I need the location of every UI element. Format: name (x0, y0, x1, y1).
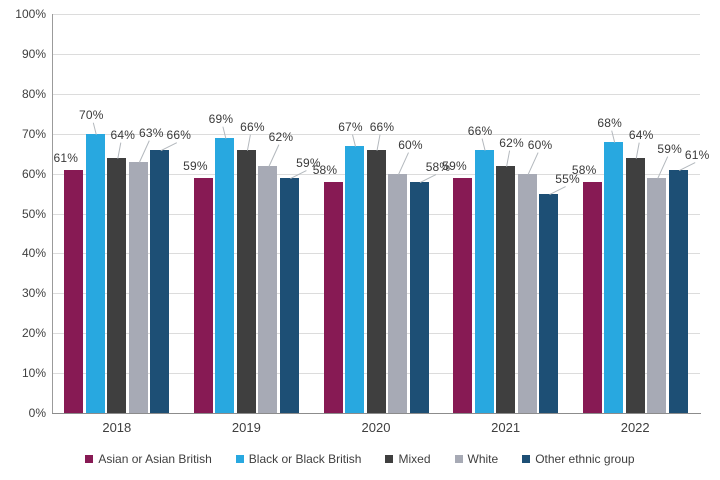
bar-2022-other-ethnic-group (668, 169, 688, 413)
bar-value-label: 66% (240, 119, 265, 134)
bar-2020-black-or-black-british (345, 145, 364, 413)
bar-value-label: 59% (183, 158, 208, 173)
bar-value-label: 62% (268, 129, 294, 144)
bar-2018-other-ethnic-group (150, 149, 170, 413)
gridline-80 (52, 93, 700, 95)
bar-2018-black-or-black-british (85, 133, 105, 413)
bar-2018-white (128, 161, 148, 413)
bar-value-label: 59% (442, 158, 467, 173)
legend-label: Other ethnic group (535, 452, 635, 466)
x-axis-line (52, 413, 701, 414)
bar-value-label: 63% (138, 125, 164, 140)
bar-2019-other-ethnic-group (279, 177, 299, 413)
bar-value-label: 60% (527, 137, 553, 152)
bar-2022-asian-or-asian-british (582, 181, 602, 413)
bar-2019-black-or-black-british (215, 137, 235, 413)
bar-2019-white (258, 165, 278, 413)
bar-value-label: 69% (208, 111, 234, 126)
bar-2019-mixed (236, 149, 256, 413)
bar-2020-other-ethnic-group (409, 181, 429, 413)
y-tick-label: 50% (21, 206, 46, 221)
bar-value-label: 66% (467, 123, 493, 138)
y-tick-label: 90% (21, 46, 46, 61)
bar-2021-other-ethnic-group (539, 193, 559, 413)
y-tick-label: 10% (21, 366, 46, 381)
bar-value-label: 68% (597, 115, 622, 130)
legend-item-mixed: Mixed (385, 452, 431, 466)
y-tick-label: 100% (15, 7, 46, 21)
bar-value-label: 55% (555, 171, 580, 186)
bar-2021-asian-or-asian-british (453, 177, 473, 413)
gridline-100 (52, 14, 700, 15)
legend-swatch (385, 455, 394, 463)
bar-value-label: 64% (628, 127, 654, 142)
legend-swatch (235, 455, 244, 463)
bar-2022-black-or-black-british (604, 141, 624, 413)
bar-2022-white (647, 177, 667, 413)
y-tick-label: 40% (21, 246, 46, 261)
x-tick-label-2020: 2020 (361, 420, 391, 435)
y-tick-label: 0% (28, 406, 46, 420)
legend-swatch (522, 455, 531, 463)
legend-item-asian-or-asian-british: Asian or Asian British (85, 452, 212, 466)
bar-2021-black-or-black-british (474, 149, 494, 413)
y-axis-line (52, 14, 53, 414)
bar-2022-mixed (625, 157, 645, 413)
bar-2021-mixed (496, 165, 516, 413)
legend-item-black-or-black-british: Black or Black British (235, 452, 362, 466)
bar-2021-white (517, 173, 537, 413)
bar-value-label: 66% (369, 119, 395, 134)
gridline-90 (52, 53, 700, 55)
bar-value-label: 66% (166, 127, 192, 142)
bar-value-label: 58% (571, 162, 597, 177)
bar-2020-mixed (366, 149, 386, 413)
x-tick-label-2021: 2021 (491, 420, 521, 435)
bar-value-label: 70% (78, 107, 104, 122)
bar-2018-mixed (107, 157, 127, 413)
y-tick-label: 30% (21, 286, 46, 301)
x-tick-label-2022: 2022 (620, 420, 650, 435)
gridline-70 (52, 133, 700, 135)
bar-2019-asian-or-asian-british (193, 177, 213, 413)
bar-2020-asian-or-asian-british (323, 181, 343, 413)
legend-swatch (454, 455, 463, 463)
legend-item-other-ethnic-group: Other ethnic group (522, 452, 635, 466)
bar-value-label: 61% (684, 147, 710, 162)
legend-swatch (85, 455, 94, 463)
bar-value-label: 59% (296, 155, 321, 170)
bar-value-label: 60% (398, 137, 423, 152)
x-tick-label-2018: 2018 (102, 420, 132, 435)
legend-label: Black or Black British (248, 452, 362, 466)
legend-label: White (467, 452, 499, 466)
bar-value-label: 67% (338, 119, 363, 134)
bar-2018-asian-or-asian-british (64, 169, 84, 413)
bar-value-label: 64% (110, 127, 136, 142)
bar-2020-white (388, 173, 407, 413)
bar-value-label: 58% (425, 159, 451, 174)
y-tick-label: 60% (21, 166, 46, 181)
legend: Asian or Asian British Black or Black Bri… (0, 452, 720, 466)
x-tick-label-2019: 2019 (231, 420, 261, 435)
legend-label: Asian or Asian British (98, 452, 212, 466)
y-tick-label: 70% (21, 126, 46, 141)
bar-value-label: 61% (53, 150, 79, 165)
bar-value-label: 58% (312, 162, 338, 177)
legend-label: Mixed (398, 452, 431, 466)
legend-item-white: White (454, 452, 499, 466)
y-tick-label: 20% (21, 326, 46, 341)
plot-area (52, 14, 700, 413)
y-tick-label: 80% (21, 86, 46, 101)
bar-value-label: 62% (499, 135, 524, 150)
bar-value-label: 59% (657, 141, 682, 156)
